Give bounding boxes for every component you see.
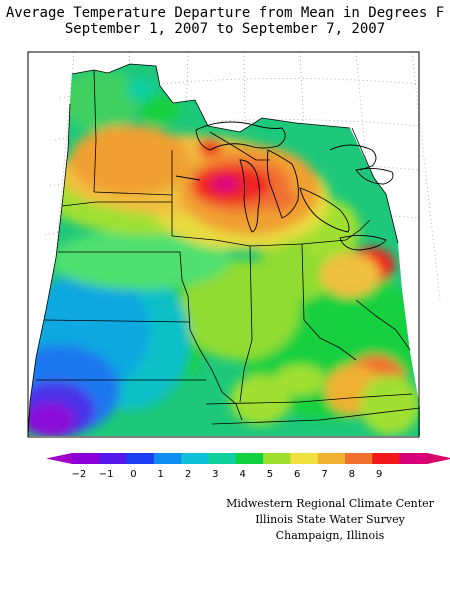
legend-tick-label: 2: [185, 469, 191, 480]
legend-tick-label: 1: [158, 469, 164, 480]
legend-swatch: [290, 453, 319, 464]
legend-tick-label: −2: [71, 469, 86, 480]
state-borders: [27, 63, 421, 437]
credit-line-1: Midwestern Regional Climate Center: [226, 497, 434, 510]
map-title-line-2: September 1, 2007 to September 7, 2007: [64, 21, 386, 37]
legend-tick-label: 8: [349, 469, 355, 480]
legend-swatch: [263, 453, 291, 464]
legend-tick-label: 5: [267, 469, 273, 480]
legend-tick-label: 4: [239, 469, 245, 480]
legend-swatch: [399, 453, 428, 464]
temperature-field: [28, 64, 420, 436]
color-legend: −2 −1 0 1 2 3 4 5 6 7 8 9: [46, 453, 450, 480]
great-lakes-shorelines: [175, 121, 394, 251]
legend-swatch: [208, 453, 237, 464]
legend-swatch: [345, 453, 373, 464]
legend-swatch: [235, 453, 264, 464]
legend-swatch: [99, 453, 128, 464]
legend-swatch: [317, 453, 346, 464]
legend-swatch: [372, 453, 401, 464]
legend-swatch: [126, 453, 155, 464]
map-title-line-1: Average Temperature Departure from Mean …: [5, 5, 445, 21]
legend-tick-label: 3: [212, 469, 218, 480]
legend-tick-label: 7: [321, 469, 327, 480]
legend-left-arrow: [46, 453, 72, 464]
legend-tick-label: 9: [376, 469, 382, 480]
legend-swatch: [72, 453, 100, 464]
legend-tick-label: 0: [130, 469, 136, 480]
legend-tick-label: 6: [294, 469, 300, 480]
credit-line-2: Illinois State Water Survey: [255, 513, 405, 526]
legend-right-arrow: [426, 453, 450, 464]
legend-tick-label: −1: [99, 469, 114, 480]
legend-swatch: [153, 453, 182, 464]
legend-swatch: [181, 453, 209, 464]
map-frame: [27, 51, 420, 438]
credit-line-3: Champaign, Illinois: [275, 529, 385, 542]
